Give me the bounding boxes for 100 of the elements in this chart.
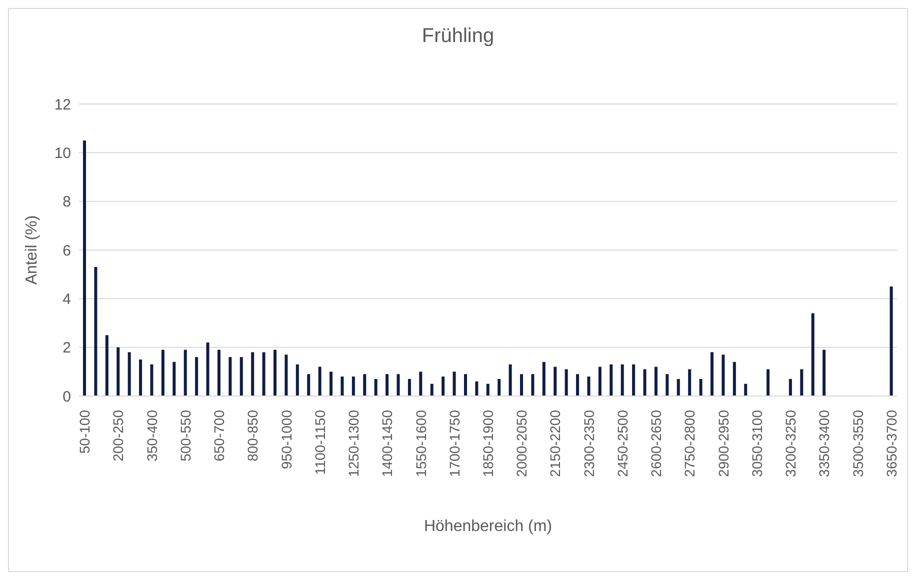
x-tick-label: 50-100 xyxy=(76,410,93,454)
bar xyxy=(576,374,580,396)
x-tick-label: 2300-2350 xyxy=(580,410,597,477)
x-tick-label: 3650-3700 xyxy=(883,410,900,477)
bar xyxy=(330,372,333,396)
bar xyxy=(554,366,557,396)
x-tick-label: 1250-1300 xyxy=(346,410,362,477)
x-tick-label: 350-400 xyxy=(144,410,160,462)
bar xyxy=(464,374,467,396)
bar xyxy=(307,374,310,396)
x-tick-label: 1850-1900 xyxy=(480,410,496,477)
bar xyxy=(217,350,220,396)
y-tick-label: 2 xyxy=(62,340,71,357)
bar xyxy=(654,366,658,396)
bar xyxy=(206,342,210,396)
bar xyxy=(766,369,770,396)
bar xyxy=(475,381,478,396)
x-tick-label: 2900-2950 xyxy=(715,410,732,477)
bar xyxy=(318,366,322,396)
bar xyxy=(105,335,108,396)
x-tick-label: 500-550 xyxy=(177,410,194,462)
bar xyxy=(688,369,692,396)
x-tick-label: 650-700 xyxy=(211,410,228,462)
bar xyxy=(430,384,434,396)
bar xyxy=(610,364,613,396)
bar xyxy=(822,350,826,396)
bar xyxy=(184,350,187,396)
bar xyxy=(542,362,546,396)
x-tick-label: 1550-1600 xyxy=(412,410,429,477)
y-tick-label: 6 xyxy=(62,242,71,260)
bar xyxy=(531,374,534,396)
bar xyxy=(273,350,276,396)
bar xyxy=(340,376,344,396)
bar xyxy=(363,374,366,396)
bar xyxy=(486,384,490,396)
y-tick-label: 8 xyxy=(62,194,71,211)
x-tick-label: 950-1000 xyxy=(278,410,294,470)
bar xyxy=(195,357,198,396)
bar xyxy=(811,313,814,396)
bar xyxy=(442,376,445,396)
x-tick-label: 1400-1450 xyxy=(379,410,396,477)
bar xyxy=(452,372,456,396)
bar xyxy=(116,347,120,396)
bar xyxy=(643,369,646,396)
bar xyxy=(508,364,512,396)
bar xyxy=(676,378,680,396)
x-tick-label: 3200-3250 xyxy=(782,410,799,477)
bar xyxy=(744,384,748,396)
bar xyxy=(161,350,164,396)
bar xyxy=(94,267,98,396)
y-tick-label: 10 xyxy=(54,144,71,162)
bar xyxy=(139,360,142,396)
bar xyxy=(251,352,254,396)
bar xyxy=(172,362,176,396)
x-tick-label: 3050-3100 xyxy=(748,410,765,477)
bar xyxy=(386,374,389,396)
bar xyxy=(228,357,232,396)
bar xyxy=(788,378,792,396)
bar xyxy=(128,352,131,396)
x-tick-label: 3350-3400 xyxy=(816,410,832,477)
y-axis-title: Anteil (%) xyxy=(24,215,41,285)
bar xyxy=(262,352,266,396)
bar xyxy=(150,364,154,396)
chart-title: Frühling xyxy=(420,25,496,48)
x-tick-label: 200-250 xyxy=(110,410,126,462)
bar xyxy=(352,376,355,396)
bar xyxy=(800,369,804,396)
x-tick-label: 2000-2050 xyxy=(514,410,530,477)
bar xyxy=(296,364,299,396)
x-tick-label: 1700-1750 xyxy=(446,410,462,477)
bar xyxy=(710,352,714,396)
bar xyxy=(722,354,725,396)
bar xyxy=(240,357,243,396)
x-tick-label: 1100-1150 xyxy=(312,410,328,475)
x-tick-label: 2150-2200 xyxy=(547,410,564,477)
bar xyxy=(284,354,288,396)
x-tick-label: 3500-3550 xyxy=(850,410,866,477)
bar xyxy=(396,374,400,396)
bar xyxy=(83,140,86,396)
bar xyxy=(890,286,893,396)
bar xyxy=(520,374,524,396)
bar xyxy=(374,378,378,396)
y-tick-label: 4 xyxy=(62,290,71,308)
x-axis-title: Höhenbereich (m) xyxy=(424,518,552,535)
bar xyxy=(408,378,411,396)
y-tick-label: 0 xyxy=(62,388,71,406)
x-tick-label: 2600-2650 xyxy=(648,410,664,477)
bar xyxy=(699,378,702,396)
bar xyxy=(732,362,736,396)
bar xyxy=(564,369,568,396)
bar xyxy=(666,374,669,396)
y-tick-label: 12 xyxy=(54,96,71,114)
bar xyxy=(620,364,624,396)
bar xyxy=(498,378,501,396)
bar xyxy=(598,366,602,396)
x-tick-label: 2450-2500 xyxy=(614,410,630,477)
bar xyxy=(632,364,636,396)
bar xyxy=(419,372,422,396)
x-tick-label: 800-850 xyxy=(244,410,261,462)
x-tick-label: 2750-2800 xyxy=(682,410,698,477)
